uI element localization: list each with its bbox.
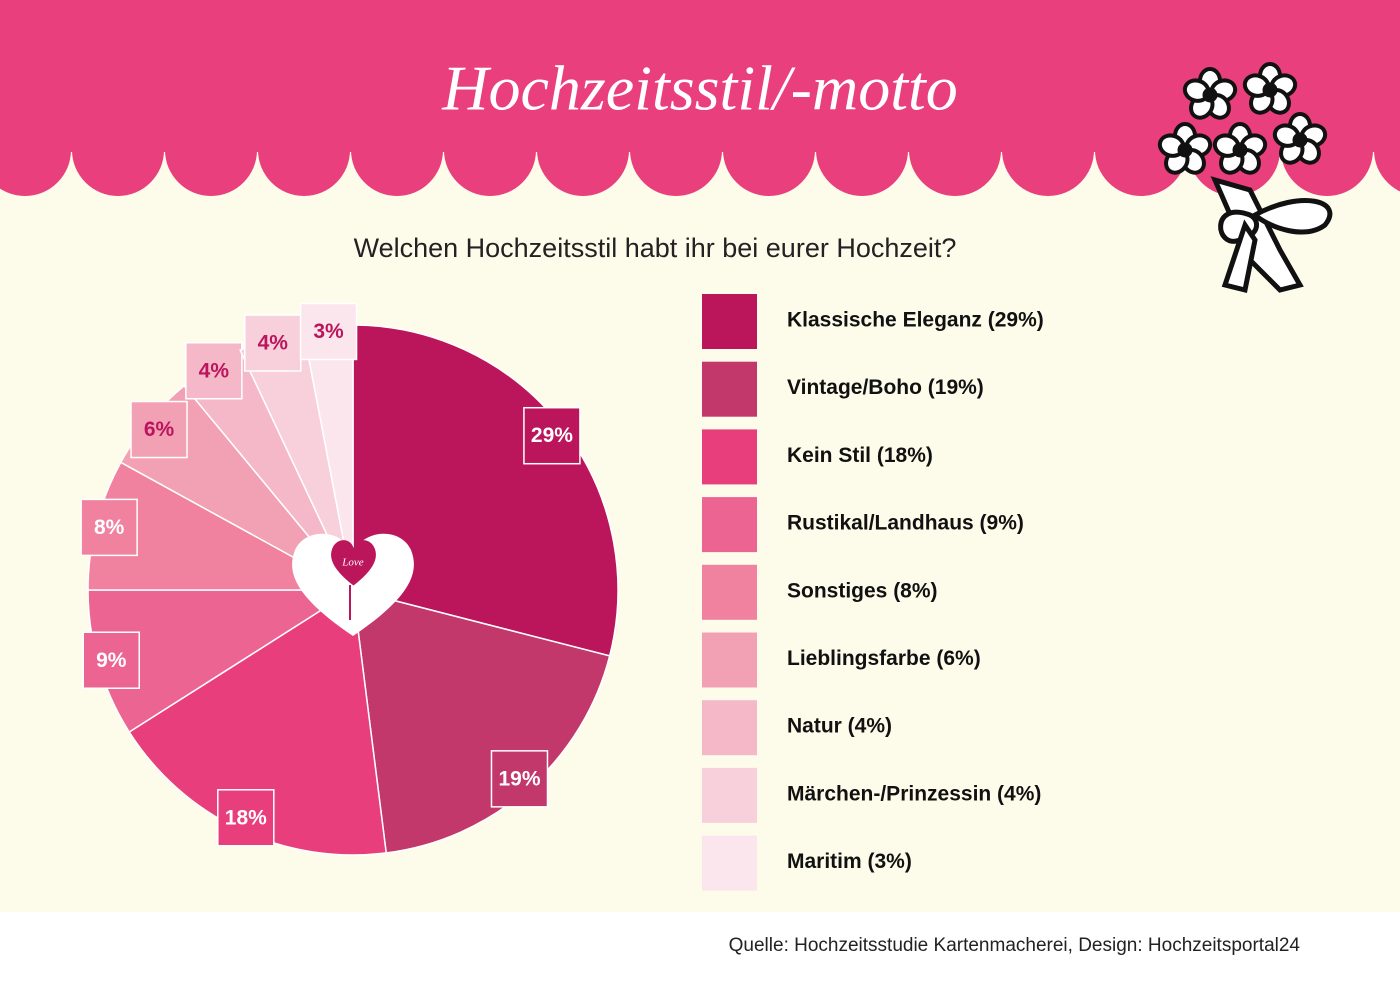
legend-swatch (702, 700, 757, 756)
legend-label: Märchen-/Prinzessin (4%) (787, 782, 1041, 805)
data-label: 6% (144, 418, 175, 441)
legend-swatch (702, 767, 757, 823)
data-label: 3% (313, 320, 344, 343)
label-box (80, 498, 138, 557)
chart-title: Hochzeitsstil/-motto (441, 53, 958, 124)
center-heart: Love (292, 533, 414, 636)
chart-subtitle: Welchen Hochzeitsstil habt ihr bei eurer… (354, 233, 957, 263)
legend-swatch (702, 564, 757, 620)
label-box (217, 789, 275, 847)
legend-label: Natur (4%) (787, 715, 892, 738)
scallop (537, 104, 629, 196)
label-box (185, 341, 243, 400)
legend-label: Lieblingsfarbe (6%) (787, 647, 981, 670)
label-box (523, 406, 581, 465)
scallop (444, 104, 536, 196)
data-label: 9% (96, 649, 127, 672)
legend-label: Vintage/Boho (19%) (787, 376, 984, 399)
scallops (0, 104, 1400, 196)
legend-swatch (702, 294, 757, 349)
scallop (723, 104, 815, 196)
legend-swatch (702, 429, 757, 485)
scallop (1095, 104, 1187, 196)
flower-center (1292, 132, 1308, 148)
data-label: 4% (199, 359, 230, 382)
label-box (490, 750, 549, 808)
data-label: 4% (258, 332, 289, 355)
legend-label: Maritim (3%) (787, 850, 912, 873)
scallop (1002, 104, 1094, 196)
scallop (351, 104, 443, 196)
label-box (299, 302, 358, 361)
scallop (258, 104, 350, 196)
scallop (630, 104, 722, 196)
legend-swatch (702, 632, 757, 688)
scallop (1374, 108, 1400, 192)
heart-text: Love (341, 557, 364, 569)
legend-label: Kein Stil (18%) (787, 444, 933, 467)
legend-swatch (702, 361, 757, 417)
label-box (82, 631, 140, 689)
legend-label: Klassische Eleganz (29%) (787, 309, 1044, 332)
pie: 29% 19% 18% 9% 8% 6% 4% 4% 3% (80, 302, 619, 856)
legend-label: Rustikal/Landhaus (9%) (787, 512, 1024, 535)
scallop (165, 104, 257, 196)
flower-center (1202, 87, 1218, 103)
source: Quelle: Hochzeitsstudie Kartenmacherei, … (729, 935, 1301, 956)
label-box (130, 400, 188, 459)
scallop (816, 104, 908, 196)
data-label: 18% (225, 806, 267, 829)
scallop (0, 104, 71, 196)
scallop (72, 104, 164, 196)
data-label: 19% (498, 767, 540, 790)
flower-center (1232, 142, 1248, 158)
legend-swatch (702, 835, 757, 891)
scallop (909, 104, 1001, 196)
flower-center (1262, 82, 1278, 98)
bouquet (1157, 62, 1333, 294)
legend-label: Sonstiges (8%) (787, 579, 938, 602)
flower-center (1177, 142, 1193, 158)
legend-swatch (702, 497, 757, 553)
data-label: 8% (94, 516, 125, 539)
legend: Klassische Eleganz (29%) Vintage/Boho (19… (702, 294, 1044, 891)
data-label: 29% (531, 424, 573, 447)
